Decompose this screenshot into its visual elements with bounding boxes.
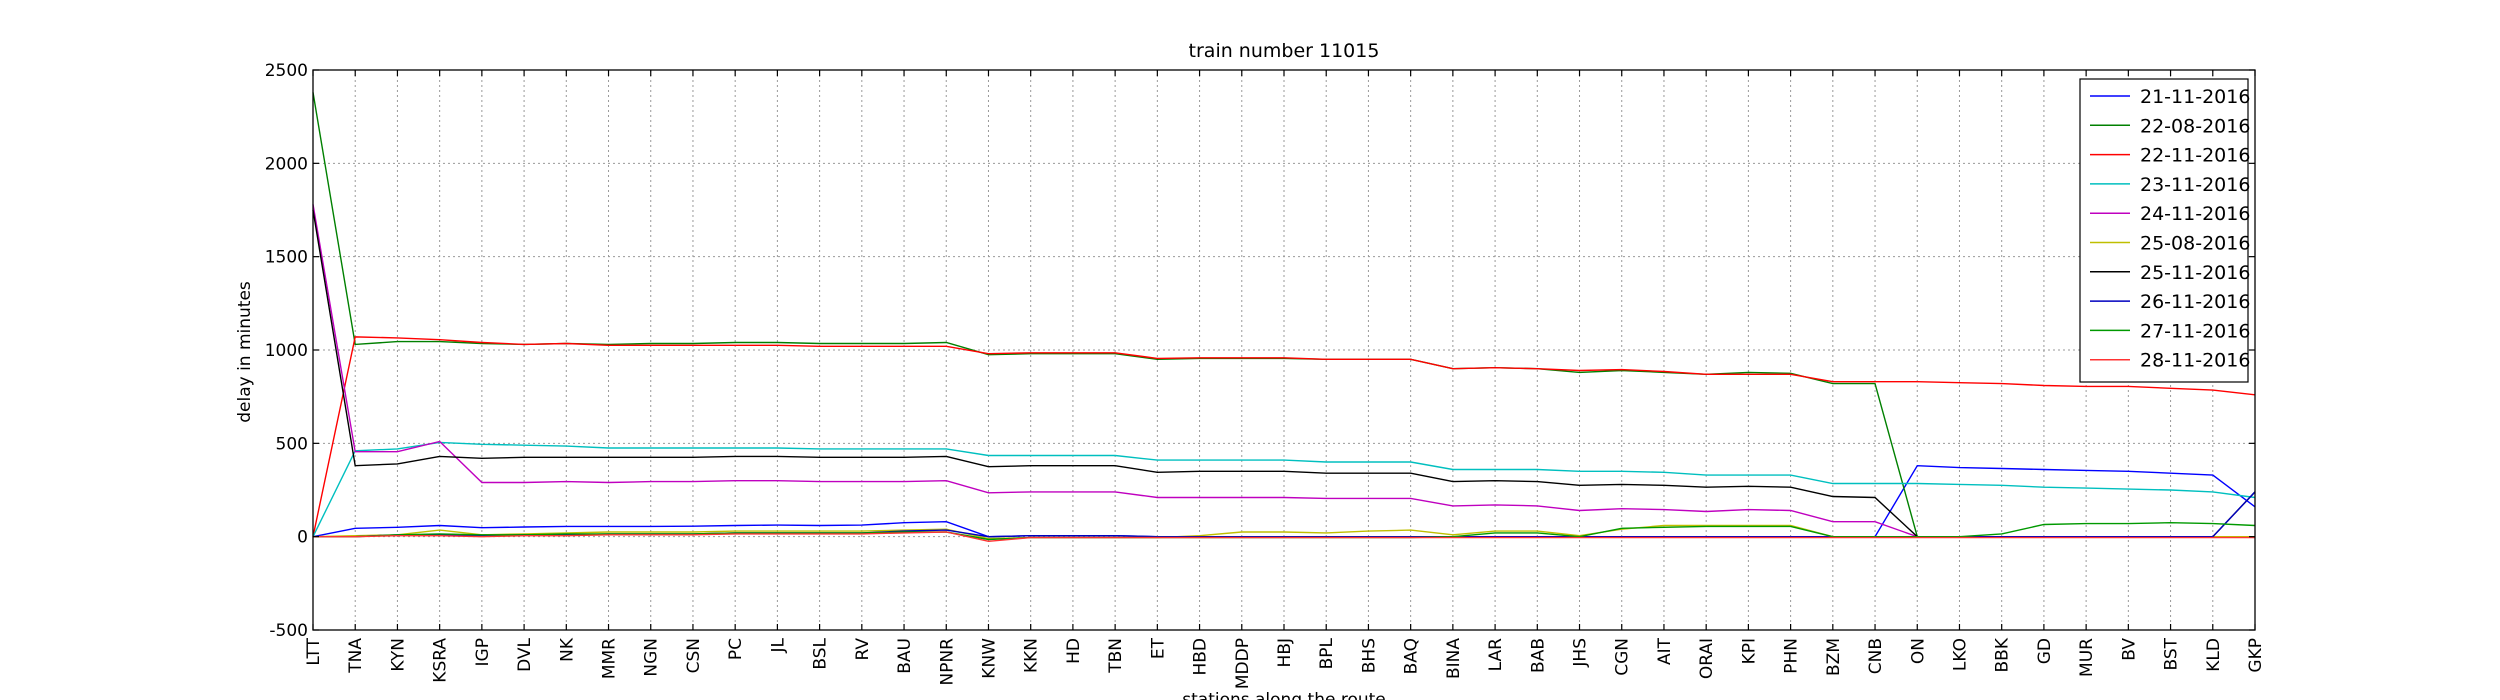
y-tick-label: 2500	[265, 61, 308, 81]
x-tick-label: KNW	[979, 638, 999, 679]
x-tick-label: PC	[726, 638, 746, 660]
x-tick-label: CGN	[1613, 638, 1633, 676]
series-line	[312, 441, 2256, 538]
x-tick-label: LKO	[1950, 638, 1970, 671]
x-tick-label: ET	[1148, 637, 1168, 659]
x-tick-label: DVL	[515, 637, 535, 671]
series-line	[312, 209, 2256, 538]
x-tick-label: RV	[853, 638, 873, 661]
x-tick-label: MDDP	[1233, 638, 1253, 689]
x-tick-label: IGP	[473, 638, 493, 666]
legend-label: 22-11-2016	[2140, 145, 2250, 167]
x-axis-label: stations along the route	[1182, 690, 1386, 700]
x-tick-label: CSN	[684, 638, 704, 673]
plot-lines	[312, 92, 2256, 543]
x-tick-label: MUR	[2077, 638, 2097, 677]
y-tick-label: 1500	[265, 248, 308, 268]
x-tick-label: KSRA	[431, 638, 451, 683]
legend-box	[2079, 78, 2249, 383]
x-tick-label: MMR	[600, 638, 620, 679]
y-ticks: -500 0 500 1000 1500 2000 2500	[265, 61, 2255, 641]
legend-label: 24-11-2016	[2140, 203, 2250, 225]
x-tick-label: BAQ	[1402, 638, 1422, 674]
x-tick-label: PHN	[1782, 638, 1802, 674]
x-tick-label: TBN	[1106, 638, 1126, 674]
x-tick-label: LTT	[304, 637, 324, 665]
x-tick-label: GKP	[2246, 638, 2266, 673]
x-tick-label: KKN	[1022, 638, 1042, 673]
y-tick-label: 500	[276, 434, 308, 454]
x-tick-label: BV	[2119, 638, 2139, 661]
x-tick-label: JHS	[1571, 638, 1591, 668]
series-line	[312, 336, 2256, 537]
x-tick-label: NGN	[642, 638, 662, 677]
x-tick-label: AIT	[1655, 637, 1675, 665]
x-tick-label: HBJ	[1275, 638, 1295, 667]
x-tick-label: HBD	[1191, 638, 1211, 676]
series-line	[313, 531, 2255, 543]
legend-label: 27-11-2016	[2140, 320, 2250, 342]
x-tick-label: CNB	[1866, 638, 1886, 674]
x-tick-label: BAU	[895, 638, 915, 674]
legend-label: 28-11-2016	[2140, 350, 2250, 372]
x-tick-label: BPL	[1317, 637, 1337, 669]
legend: 21-11-2016 22-08-2016 22-11-2016 23-11-2016…	[2079, 78, 2250, 383]
x-tick-label: HD	[1064, 638, 1084, 664]
x-tick-label: ON	[1908, 638, 1928, 664]
x-tick-label: JL	[768, 637, 788, 653]
x-tick-label: KPI	[1739, 638, 1759, 664]
y-tick-label: -500	[269, 621, 308, 641]
legend-label: 26-11-2016	[2140, 291, 2250, 313]
x-tick-label: GD	[2035, 638, 2055, 664]
x-tick-label: BSL	[811, 637, 831, 669]
y-tick-label: 0	[297, 528, 308, 548]
legend-label: 25-11-2016	[2140, 262, 2250, 284]
y-tick-label: 1000	[265, 341, 308, 361]
x-tick-label: NK	[557, 637, 577, 662]
x-tick-label: TNA	[346, 638, 366, 674]
x-tick-label: BBK	[1993, 637, 2013, 672]
chart-title: train number 11015	[1189, 40, 1380, 62]
x-tick-label: NPNR	[937, 638, 957, 686]
x-ticks: LTT TNA KYN KSRA IGP DVL NK MMR NGN CSN PC JL BSL RV B…	[304, 70, 2266, 689]
x-tick-label: BHS	[1359, 638, 1379, 673]
y-tick-label: 2000	[265, 154, 308, 174]
legend-label: 22-08-2016	[2140, 115, 2250, 137]
x-tick-label: BST	[2162, 637, 2182, 670]
series-line	[313, 491, 2256, 538]
x-tick-label: KYN	[388, 638, 408, 672]
legend-label: 25-08-2016	[2140, 233, 2250, 255]
x-tick-label: KLD	[2204, 638, 2224, 672]
legend-label: 21-11-2016	[2140, 86, 2250, 108]
x-tick-label: ORAI	[1697, 638, 1717, 679]
x-tick-label: LAR	[1486, 638, 1506, 671]
x-tick-label: BZM	[1824, 638, 1844, 676]
x-tick-label: BAB	[1528, 638, 1548, 673]
grid	[312, 69, 2256, 631]
x-tick-label: BINA	[1444, 638, 1464, 679]
legend-label: 23-11-2016	[2140, 174, 2250, 196]
y-axis-label: delay in minutes	[235, 281, 255, 423]
